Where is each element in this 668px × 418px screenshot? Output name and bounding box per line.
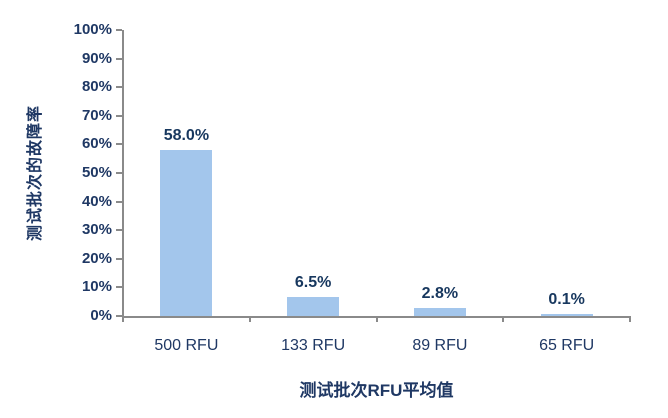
y-tick-label: 90%	[81, 49, 112, 67]
y-tick-mark	[116, 114, 122, 117]
y-tick-label: 40%	[81, 192, 112, 210]
x-category-label: 65 RFU	[539, 337, 595, 354]
bar-column: 2.8%	[377, 30, 504, 316]
y-tick-label: 50%	[81, 164, 112, 181]
y-tick-label: 20%	[81, 249, 112, 267]
bar-column: 0.1%	[503, 30, 630, 316]
x-tick-mark	[122, 316, 124, 322]
data-label: 58.0%	[163, 127, 210, 145]
plot-area: 58.0% 6.5% 2.8% 0.1%	[123, 30, 630, 316]
bar-column: 58.0%	[123, 30, 250, 316]
y-tick-mark	[116, 286, 122, 289]
y-tick-label: 10%	[81, 278, 112, 296]
y-tick-mark	[116, 172, 122, 174]
x-tick-mark	[629, 316, 631, 322]
x-tick-mark	[375, 316, 378, 322]
y-tick-mark	[116, 200, 122, 203]
y-tick-label: 60%	[81, 135, 112, 153]
data-label: 0.1%	[548, 291, 585, 308]
y-tick-mark	[116, 29, 122, 31]
y-tick-mark	[116, 86, 122, 89]
data-label: 2.8%	[421, 285, 459, 302]
x-category-label: 500 RFU	[154, 337, 219, 354]
bar	[287, 297, 340, 316]
x-axis-title: 测试批次RFU平均值	[299, 381, 454, 400]
y-tick-label: 70%	[81, 106, 112, 124]
x-tick-mark	[248, 316, 251, 322]
bar	[160, 150, 213, 316]
x-category-label: 89 RFU	[412, 337, 468, 354]
y-tick-mark	[116, 143, 122, 146]
x-tick-mark	[502, 316, 505, 322]
y-tick-label: 80%	[81, 78, 112, 96]
y-axis-line	[122, 30, 124, 317]
y-tick-label: 0%	[90, 307, 112, 324]
y-tick-mark	[116, 57, 122, 60]
y-tick-mark	[116, 257, 122, 260]
bar-column: 6.5%	[250, 30, 377, 316]
bar	[413, 308, 466, 316]
bar	[540, 314, 593, 316]
x-category-label: 133 RFU	[281, 337, 346, 354]
data-label: 6.5%	[294, 274, 332, 292]
y-tick-label: 30%	[81, 221, 112, 239]
y-tick-mark	[116, 229, 122, 232]
y-tick-mark	[116, 315, 122, 317]
y-tick-label: 100%	[73, 21, 112, 38]
